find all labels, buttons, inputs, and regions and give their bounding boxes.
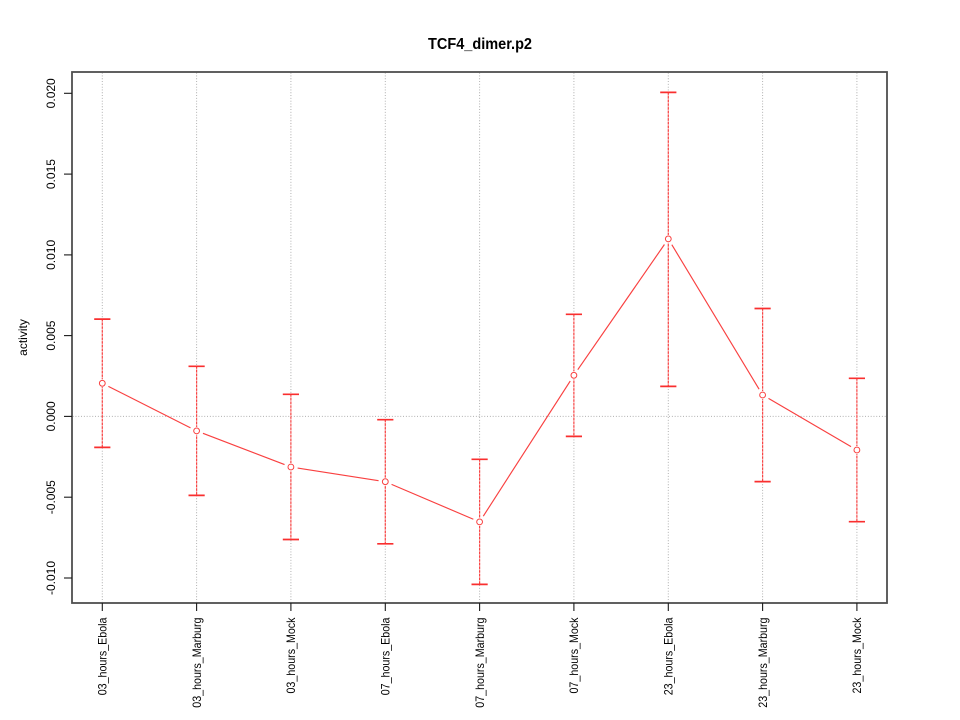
svg-text:23_hours_Ebola: 23_hours_Ebola <box>662 617 676 695</box>
svg-text:0.005: 0.005 <box>44 320 58 350</box>
svg-text:TCF4_dimer.p2: TCF4_dimer.p2 <box>428 36 532 53</box>
svg-text:23_hours_Mock: 23_hours_Mock <box>850 617 864 694</box>
svg-text:23_hours_Marburg: 23_hours_Marburg <box>756 618 770 708</box>
svg-text:0.010: 0.010 <box>44 240 58 270</box>
svg-text:03_hours_Marburg: 03_hours_Marburg <box>190 618 204 708</box>
svg-text:07_hours_Marburg: 07_hours_Marburg <box>473 618 487 708</box>
svg-text:07_hours_Mock: 07_hours_Mock <box>567 617 581 694</box>
svg-text:03_hours_Mock: 03_hours_Mock <box>284 617 298 694</box>
svg-text:0.000: 0.000 <box>44 401 58 431</box>
svg-text:03_hours_Ebola: 03_hours_Ebola <box>96 617 110 695</box>
svg-text:0.020: 0.020 <box>44 78 58 108</box>
svg-text:activity: activity <box>16 319 30 356</box>
svg-text:-0.005: -0.005 <box>44 480 58 514</box>
svg-text:0.015: 0.015 <box>44 159 58 189</box>
svg-text:07_hours_Ebola: 07_hours_Ebola <box>379 617 393 695</box>
svg-text:-0.010: -0.010 <box>44 561 58 595</box>
